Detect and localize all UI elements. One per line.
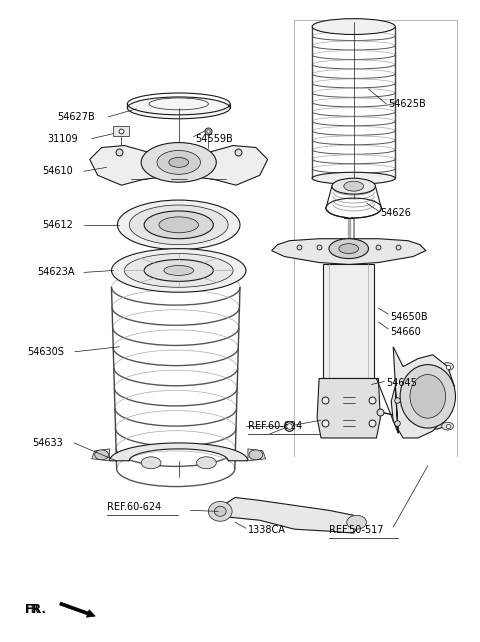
Text: REF.60-624: REF.60-624 — [248, 421, 302, 431]
Text: 54623A: 54623A — [37, 268, 75, 277]
Polygon shape — [323, 265, 374, 379]
Text: 54559B: 54559B — [195, 134, 233, 144]
Polygon shape — [92, 449, 109, 461]
Polygon shape — [248, 449, 266, 461]
Polygon shape — [272, 239, 426, 265]
Ellipse shape — [347, 516, 367, 529]
Ellipse shape — [159, 217, 199, 233]
Text: 54645: 54645 — [386, 378, 417, 388]
Polygon shape — [317, 379, 380, 438]
Ellipse shape — [428, 419, 444, 429]
Ellipse shape — [312, 19, 395, 35]
Ellipse shape — [196, 457, 216, 469]
Text: 54633: 54633 — [33, 438, 63, 448]
Text: 54626: 54626 — [380, 208, 411, 218]
Polygon shape — [391, 347, 455, 438]
Ellipse shape — [442, 422, 454, 430]
Ellipse shape — [129, 205, 228, 245]
Ellipse shape — [164, 266, 193, 275]
Ellipse shape — [144, 211, 213, 239]
Text: FR.: FR. — [24, 603, 43, 616]
Ellipse shape — [214, 507, 226, 516]
Ellipse shape — [410, 374, 445, 418]
Text: 54610: 54610 — [42, 166, 73, 177]
Ellipse shape — [144, 259, 213, 281]
Text: 54612: 54612 — [42, 220, 73, 230]
Ellipse shape — [344, 181, 363, 191]
Ellipse shape — [124, 254, 233, 287]
Ellipse shape — [169, 157, 189, 168]
Text: 1338CA: 1338CA — [248, 525, 286, 535]
Polygon shape — [109, 443, 248, 461]
Ellipse shape — [339, 244, 359, 254]
FancyBboxPatch shape — [113, 126, 129, 135]
Ellipse shape — [442, 363, 454, 370]
Ellipse shape — [141, 457, 161, 469]
Text: REF.60-624: REF.60-624 — [107, 503, 161, 512]
Text: 31109: 31109 — [47, 134, 78, 144]
Ellipse shape — [141, 143, 216, 182]
Ellipse shape — [111, 248, 246, 292]
Polygon shape — [90, 146, 268, 185]
Text: 54627B: 54627B — [57, 112, 95, 122]
Text: 54630S: 54630S — [27, 347, 64, 357]
Text: FR.: FR. — [24, 603, 47, 616]
Ellipse shape — [312, 172, 395, 184]
Polygon shape — [216, 498, 359, 533]
Text: 54650B: 54650B — [390, 312, 428, 322]
Text: REF.50-517: REF.50-517 — [329, 525, 384, 535]
Ellipse shape — [127, 97, 230, 119]
Text: 54660: 54660 — [390, 327, 421, 337]
Ellipse shape — [249, 450, 263, 460]
Ellipse shape — [332, 178, 375, 194]
Ellipse shape — [118, 200, 240, 250]
Ellipse shape — [208, 501, 232, 521]
Ellipse shape — [95, 450, 108, 460]
Ellipse shape — [400, 365, 456, 428]
FancyArrow shape — [60, 602, 95, 617]
Ellipse shape — [157, 150, 201, 174]
Ellipse shape — [329, 239, 369, 259]
Text: 54625B: 54625B — [388, 99, 426, 109]
